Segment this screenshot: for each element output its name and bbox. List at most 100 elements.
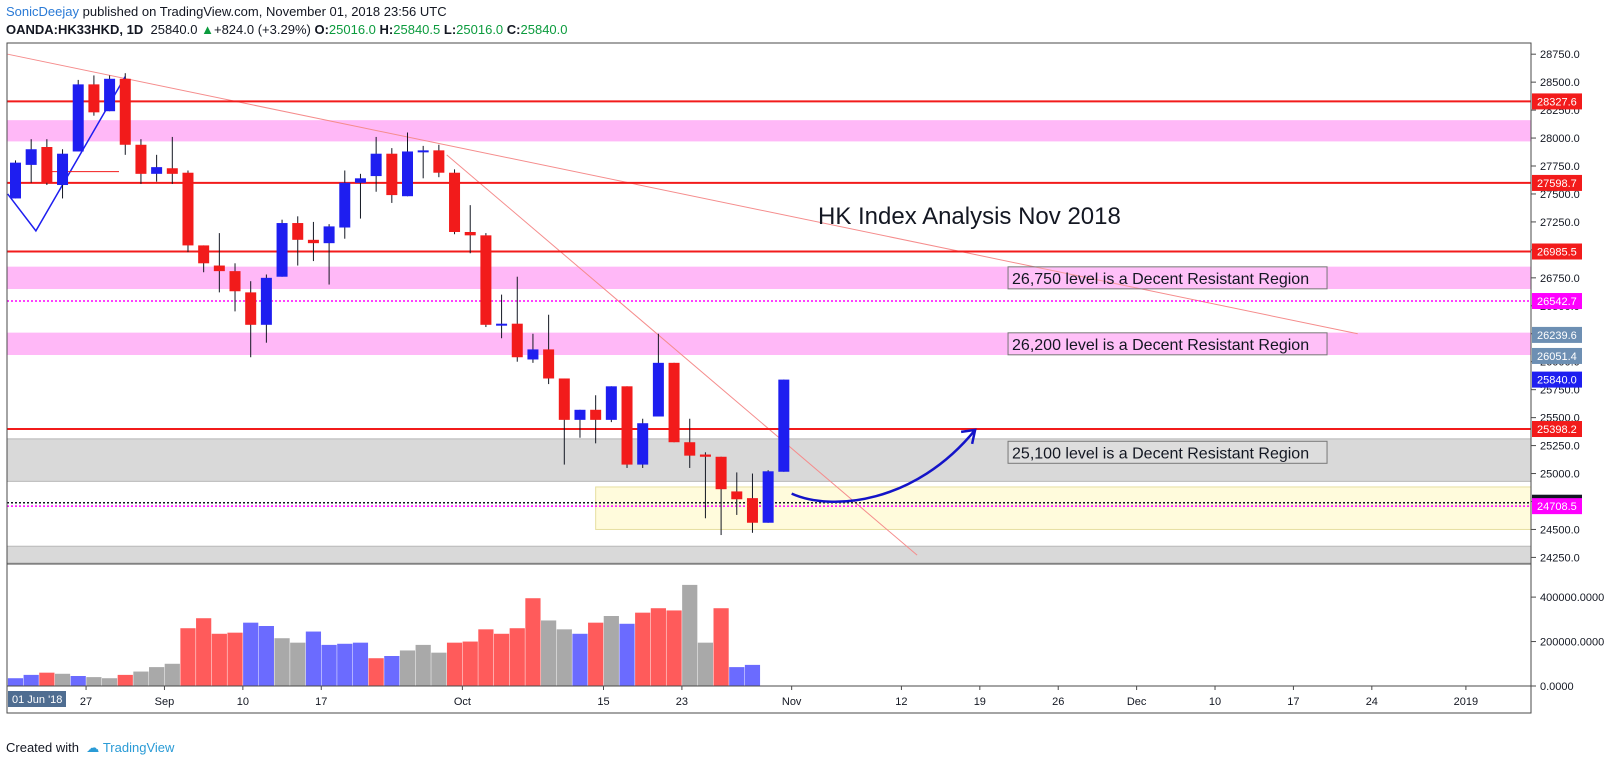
volume-bar — [211, 633, 227, 686]
volume-bar — [258, 626, 274, 686]
candle-up — [57, 153, 69, 186]
volume-bar — [384, 656, 400, 686]
annotation-text: 26,750 level is a Decent Resistant Regio… — [1012, 271, 1309, 288]
volume-bar — [462, 641, 478, 686]
volume-bar — [729, 667, 745, 686]
price-tick-label: 27250.0 — [1540, 217, 1580, 229]
price-badge-label: 26542.7 — [1537, 296, 1577, 308]
trendline — [7, 53, 1358, 335]
volume-bar — [70, 676, 86, 686]
candle-up — [574, 409, 586, 420]
candle-down — [213, 265, 225, 272]
time-tick-label: Sep — [155, 696, 175, 708]
volume-bar — [227, 632, 243, 686]
candle-up — [354, 178, 366, 183]
close-label: C: — [506, 22, 521, 37]
volume-bar — [556, 629, 572, 686]
open-value: 25016.0 — [328, 22, 376, 37]
chart-title: HK Index Analysis Nov 2018 — [818, 203, 1121, 230]
volume-bar — [650, 608, 666, 686]
price-tick-label: 25750.0 — [1540, 385, 1580, 397]
zone-pink — [7, 266, 1531, 290]
time-tick-label: 2019 — [1454, 696, 1478, 708]
price-tick-label: 25000.0 — [1540, 469, 1580, 481]
candle-down — [166, 168, 178, 174]
high-value: 25840.5 — [393, 22, 441, 37]
projection-arrow — [791, 429, 977, 504]
candle-down — [558, 378, 570, 420]
annotation-box — [1007, 440, 1328, 464]
time-tick-label: 17 — [1287, 696, 1299, 708]
candles-layer — [10, 73, 790, 536]
last-price: 25840.0 — [150, 22, 198, 37]
candle-down — [731, 491, 743, 500]
time-tick-label: 24 — [1366, 696, 1378, 708]
candle-down — [715, 456, 727, 490]
price-badge-label: 24708.5 — [1537, 501, 1577, 513]
tradingview-link[interactable]: TradingView — [102, 740, 175, 755]
price-tick-label: 25250.0 — [1540, 441, 1580, 453]
candle-up — [762, 471, 774, 523]
time-axis: 27 Sep 10 17 Oct 15 23 Nov 12 19 26 Dec 10 17 24 2019 01… — [8, 686, 1478, 708]
candle-up — [339, 182, 351, 228]
time-tick-label: Dec — [1127, 696, 1147, 708]
volume-bar — [23, 674, 39, 686]
price-axis: 28750.028500.028250.028000.027750.027500… — [1531, 49, 1604, 693]
publish-info: SonicDeejay published on TradingView.com… — [6, 4, 447, 19]
price-tick-label: 28750.0 — [1540, 49, 1580, 61]
created-with-text: Created with — [6, 740, 79, 755]
candle-up — [104, 78, 116, 112]
candle-down — [386, 153, 398, 196]
volume-bar — [525, 598, 541, 686]
start-date-label: 01 Jun '18 — [12, 694, 62, 706]
candle-up — [637, 423, 649, 465]
volume-bar — [446, 642, 463, 686]
candle-up — [652, 362, 664, 417]
symbol-info: OANDA:HK33HKD, 1D 25840.0 ▲+824.0 (+3.29… — [6, 22, 568, 37]
volume-bar — [509, 628, 525, 686]
annotation-box — [1007, 266, 1328, 290]
price-tick-label: 26750.0 — [1540, 273, 1580, 285]
annotations-layer: 26,750 level is a Decent Resistant Regio… — [791, 266, 1328, 504]
volume-bar — [713, 608, 729, 686]
time-tick-label: Oct — [454, 696, 471, 708]
footer: Created with ☁ TradingView — [6, 740, 174, 756]
high-label: H: — [379, 22, 394, 37]
price-badge — [1532, 243, 1582, 260]
price-tick-label: 24250.0 — [1540, 552, 1580, 564]
symbol-label: OANDA:HK33HKD, 1D — [6, 22, 144, 37]
candle-down — [699, 454, 711, 457]
drawn-wave — [7, 76, 126, 233]
volume-bar — [666, 610, 682, 686]
close-value: 25840.0 — [520, 22, 568, 37]
time-tick-label: 12 — [895, 696, 907, 708]
price-badge-label: 25398.2 — [1537, 424, 1577, 436]
author-link[interactable]: SonicDeejay — [6, 4, 79, 19]
volume-bar — [117, 674, 133, 686]
volume-bar — [133, 671, 149, 686]
volume-bar — [321, 644, 337, 686]
price-change: +824.0 (+3.29%) — [213, 22, 311, 37]
price-badge — [1532, 174, 1582, 191]
price-badge — [1532, 421, 1582, 438]
price-tick-label: 27750.0 — [1540, 161, 1580, 173]
candle-down — [198, 245, 210, 264]
annotation-text: 26,200 level is a Decent Resistant Regio… — [1012, 337, 1309, 354]
volume-bar — [635, 612, 651, 686]
candle-down — [480, 235, 492, 325]
volume-bar — [352, 642, 369, 686]
price-badge-label: 26051.4 — [1537, 351, 1577, 363]
volume-bar — [697, 642, 714, 686]
low-label: L: — [443, 22, 457, 37]
price-badge — [1532, 93, 1582, 110]
volume-bar — [101, 678, 118, 686]
candle-down — [88, 84, 100, 113]
trendline — [446, 154, 918, 556]
volume-bar — [572, 633, 588, 686]
candle-up — [496, 323, 508, 326]
candle-down — [433, 150, 445, 173]
volume-bar — [86, 677, 102, 686]
candle-up — [527, 349, 539, 360]
volume-bar — [493, 633, 510, 686]
